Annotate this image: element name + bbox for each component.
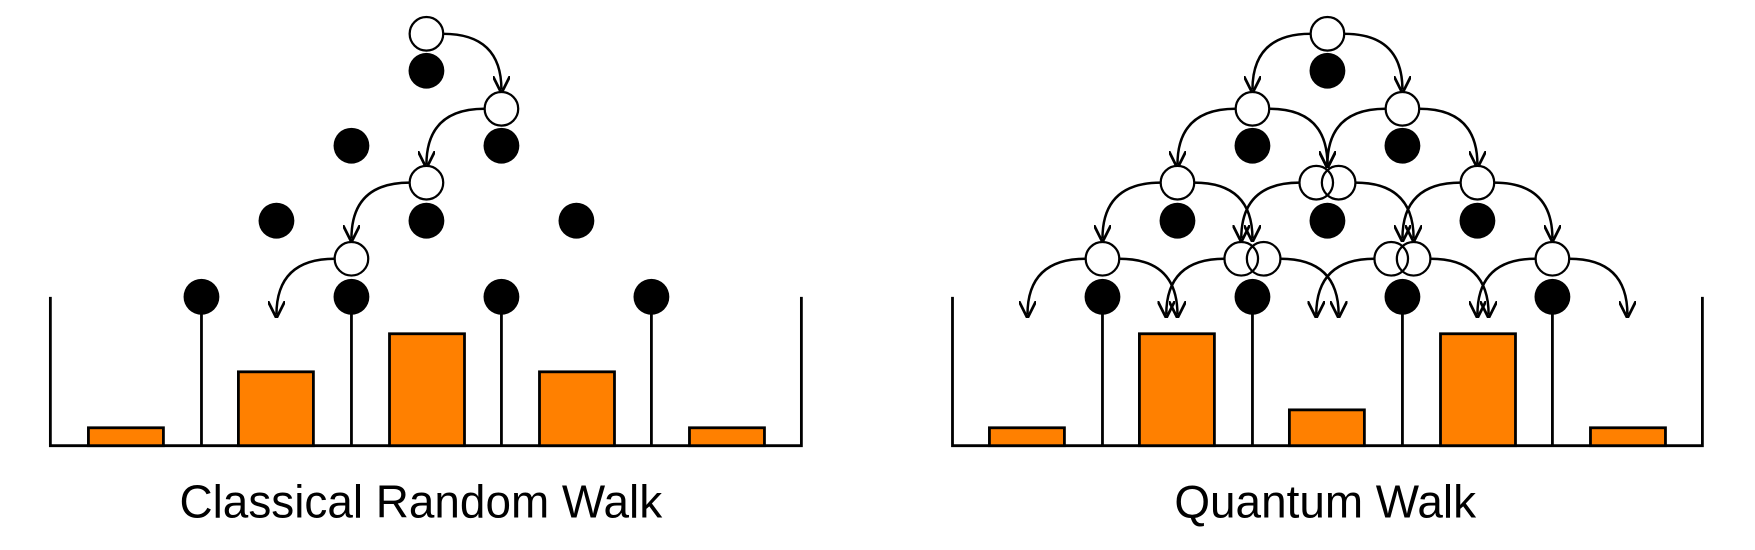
white-node: [1084, 240, 1121, 277]
white-node: [1384, 90, 1421, 127]
arrow: [1569, 257, 1627, 315]
black-node: [1159, 202, 1196, 239]
black-node: [1234, 127, 1271, 164]
white-node: [333, 240, 370, 277]
arrow: [1177, 107, 1236, 165]
black-node: [1384, 127, 1421, 164]
panel-title: Quantum Walk: [1174, 475, 1476, 527]
panel-title: Classical Random Walk: [179, 475, 662, 527]
arrow: [1477, 257, 1536, 315]
bar: [1439, 332, 1517, 448]
arrow: [1241, 181, 1300, 239]
arrow: [1419, 107, 1477, 165]
arrow: [1102, 181, 1161, 239]
white-node: [483, 90, 520, 127]
arrow: [1280, 257, 1338, 315]
bar: [1589, 426, 1667, 448]
black-node: [1309, 52, 1346, 89]
black-node: [483, 127, 520, 164]
black-node: [633, 278, 670, 315]
white-node: [1459, 164, 1496, 201]
arrow: [1402, 181, 1461, 239]
arrow: [1494, 181, 1552, 239]
arrow: [1327, 107, 1386, 165]
bar: [1287, 408, 1366, 448]
white-node: [1245, 240, 1282, 277]
black-node: [183, 278, 220, 315]
black-node: [1534, 278, 1571, 315]
arrow: [1316, 257, 1375, 315]
white-node: [408, 15, 445, 52]
bar: [1138, 332, 1216, 448]
arrow: [276, 257, 335, 315]
arrow: [1344, 32, 1402, 90]
black-node: [408, 202, 445, 239]
black-node: [558, 202, 595, 239]
arrow: [1252, 32, 1311, 90]
black-node: [1234, 278, 1271, 315]
white-node: [1395, 240, 1432, 277]
black-node: [333, 278, 370, 315]
arrow: [1269, 107, 1327, 165]
white-node: [408, 164, 445, 201]
arrow: [1166, 257, 1225, 315]
black-node: [1459, 202, 1496, 239]
black-node: [1384, 278, 1421, 315]
bar: [237, 370, 315, 448]
black-node: [258, 202, 295, 239]
white-node: [1534, 240, 1571, 277]
bar: [538, 370, 616, 448]
bar: [688, 426, 766, 448]
arrow: [351, 181, 410, 239]
arrow: [1430, 257, 1488, 315]
arrow: [443, 32, 501, 90]
black-node: [1084, 278, 1121, 315]
black-node: [1309, 202, 1346, 239]
bar: [87, 426, 165, 448]
white-node: [1320, 164, 1357, 201]
black-node: [483, 278, 520, 315]
arrow: [1119, 257, 1177, 315]
arrow: [426, 107, 485, 165]
black-node: [333, 127, 370, 164]
white-node: [1234, 90, 1271, 127]
black-node: [408, 52, 445, 89]
arrow: [1027, 257, 1086, 315]
white-node: [1309, 15, 1346, 52]
bar: [388, 332, 466, 448]
arrow: [1194, 181, 1252, 239]
white-node: [1159, 164, 1196, 201]
bar: [988, 426, 1066, 448]
arrow: [1355, 181, 1413, 239]
